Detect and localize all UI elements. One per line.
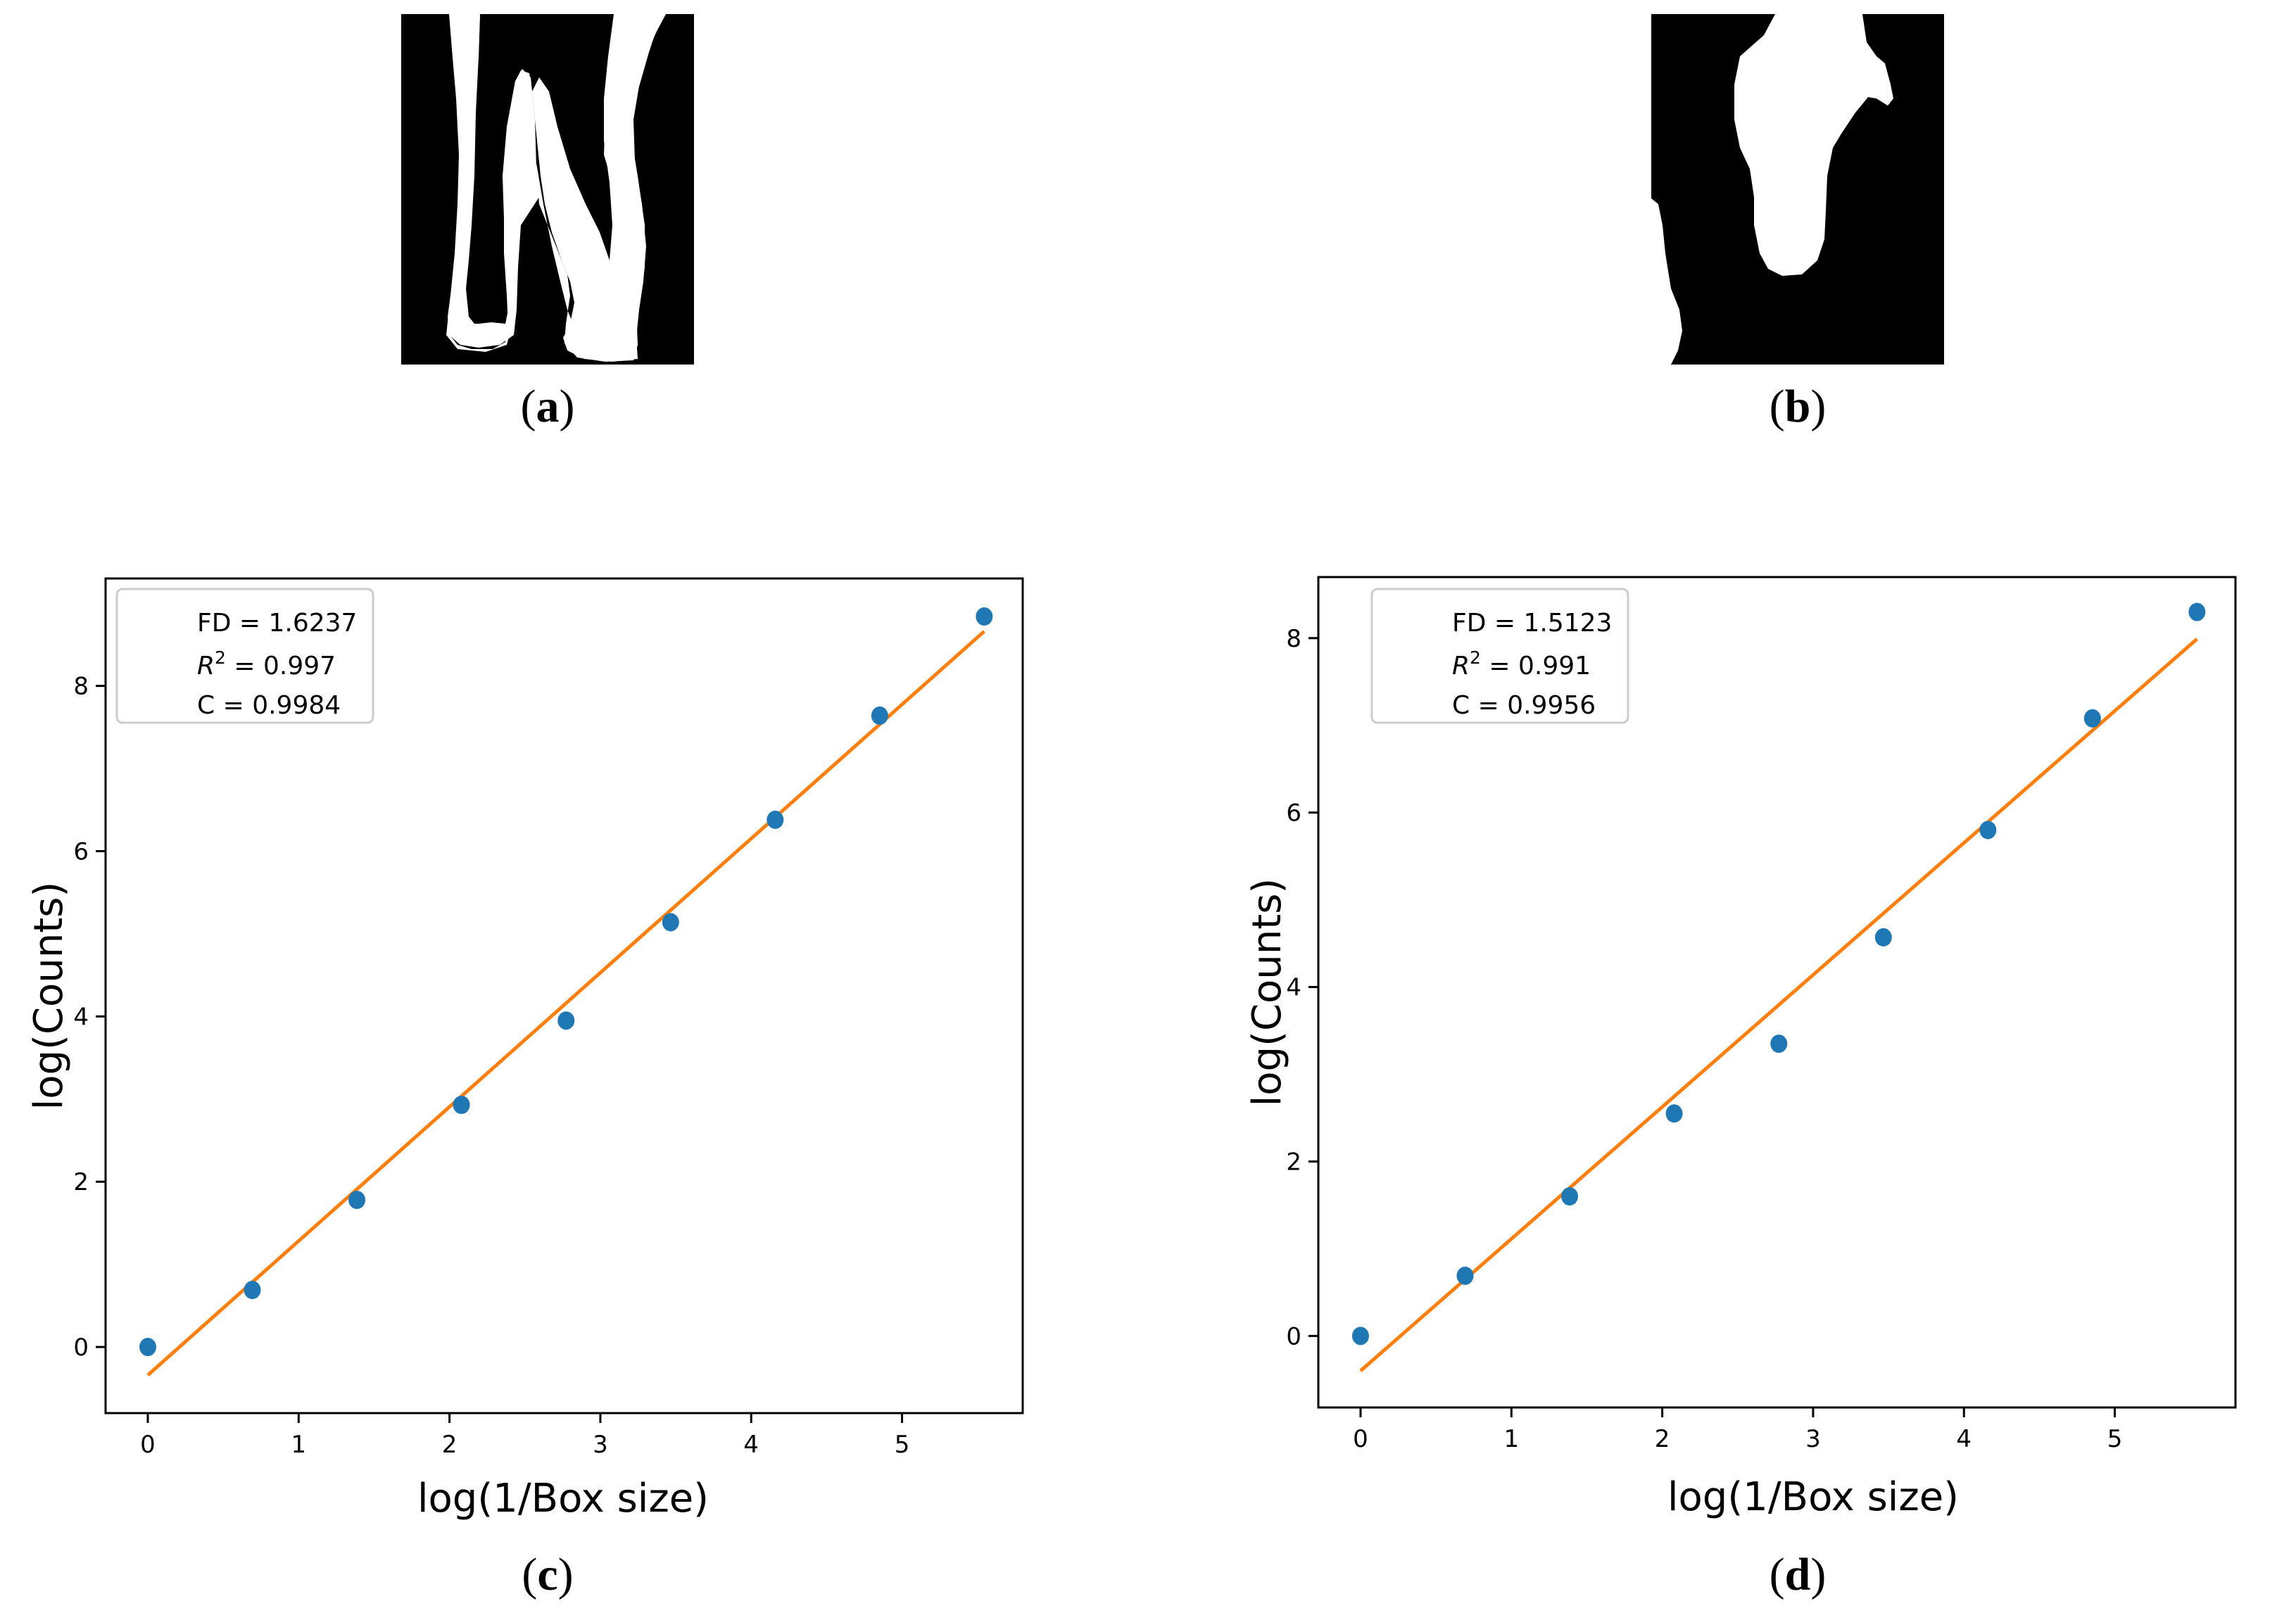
panel-label-b: (b) — [1769, 381, 1827, 432]
legend-c: C = 0.9956 — [1452, 691, 1596, 720]
x-axis-label: log(1/Box size) — [1667, 1474, 1959, 1520]
data-point — [244, 1281, 261, 1300]
data-point — [1665, 1104, 1683, 1123]
legend-r2: R2 = 0.991 — [1452, 647, 1591, 681]
data-point — [1979, 821, 1997, 840]
x-tick-label: 4 — [743, 1431, 759, 1459]
y-tick-label: 6 — [1286, 799, 1301, 828]
x-tick-label: 4 — [1956, 1425, 1972, 1453]
y-axis-label: log(Counts) — [26, 882, 72, 1110]
legend-fd: FD = 1.5123 — [1452, 609, 1612, 638]
y-tick-label: 8 — [1286, 625, 1301, 653]
mask-image-b — [1651, 14, 1944, 365]
legend-fd: FD = 1.6237 — [197, 609, 357, 638]
data-point — [348, 1191, 366, 1210]
y-tick-label: 4 — [1286, 974, 1301, 1002]
y-tick-label: 2 — [1286, 1148, 1301, 1176]
x-tick-label: 2 — [1655, 1425, 1670, 1453]
plot-area-frame — [104, 577, 1024, 1415]
scatter-chart-d: 0 1 2 3 4 5 0 2 4 6 8 FD = 1.5123 R2 = 0.991 C = … — [1244, 576, 2237, 1520]
y-tick-label: 0 — [1286, 1322, 1301, 1350]
data-point — [139, 1338, 157, 1357]
legend: FD = 1.5123 R2 = 0.991 C = 0.9956 — [1370, 588, 1629, 724]
data-point — [1561, 1187, 1579, 1206]
legend: FD = 1.6237 R2 = 0.997 C = 0.9984 — [115, 588, 374, 724]
data-point — [2083, 709, 2101, 728]
panel-label-a: (a) — [520, 381, 575, 432]
y-axis-label: log(Counts) — [1244, 878, 1290, 1107]
data-point — [767, 810, 784, 829]
y-tick-label: 2 — [73, 1168, 89, 1196]
data-point — [976, 607, 993, 626]
x-axis-label: log(1/Box size) — [417, 1476, 709, 1521]
x-tick-label: 0 — [1353, 1425, 1368, 1453]
x-tick-label: 1 — [1503, 1425, 1519, 1453]
y-tick-label: 4 — [73, 1003, 89, 1031]
fit-line — [146, 630, 986, 1377]
y-tick-label: 0 — [73, 1334, 89, 1362]
legend-box — [1370, 588, 1629, 724]
plot-area-frame — [1317, 576, 2237, 1409]
y-tick-label: 6 — [73, 838, 89, 866]
y-tick-label: 8 — [73, 673, 89, 701]
data-point — [453, 1096, 470, 1115]
data-point — [662, 913, 679, 932]
data-point — [1770, 1034, 1788, 1053]
x-tick-label: 1 — [291, 1431, 306, 1459]
legend-c: C = 0.9984 — [197, 691, 341, 720]
panel-label-c: (c) — [522, 1549, 574, 1600]
data-point — [1874, 928, 1892, 947]
x-tick-label: 5 — [2107, 1425, 2123, 1453]
panel-label-d: (d) — [1769, 1549, 1827, 1600]
mask-a-shapes — [446, 14, 666, 362]
legend-box — [115, 588, 374, 724]
x-tick-label: 3 — [593, 1431, 608, 1459]
mask-b-shapes — [1651, 14, 1893, 365]
legend-r2: R2 = 0.997 — [197, 647, 336, 681]
data-point — [2188, 602, 2206, 621]
fit-line — [1359, 638, 2198, 1372]
mask-image-a — [401, 14, 694, 365]
data-point — [871, 706, 888, 725]
x-tick-label: 3 — [1805, 1425, 1821, 1453]
data-point — [557, 1011, 575, 1030]
data-point — [1352, 1327, 1370, 1346]
scatter-chart-c: 0 1 2 3 4 5 0 2 4 6 8 FD = 1.6237 R2 = 0.997 C = … — [26, 577, 1024, 1521]
x-tick-label: 0 — [140, 1431, 156, 1459]
x-tick-label: 2 — [442, 1431, 458, 1459]
x-tick-label: 5 — [895, 1431, 910, 1459]
data-point — [1456, 1266, 1474, 1285]
